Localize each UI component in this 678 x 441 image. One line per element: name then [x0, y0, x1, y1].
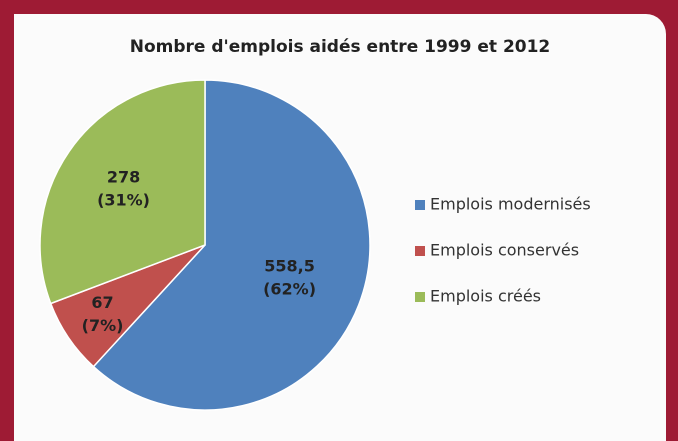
pie-slice: [39, 79, 206, 305]
legend-label: Emplois conservés: [430, 241, 579, 260]
data-label-percent: (31%): [97, 190, 150, 209]
data-label: 278: [107, 167, 140, 186]
legend-label: Emplois créés: [430, 287, 541, 306]
data-label: 558,5: [264, 256, 315, 275]
legend-swatch: [415, 246, 425, 256]
data-label: 67: [91, 293, 113, 312]
chart-title: Nombre d'emplois aidés entre 1999 et 201…: [130, 37, 551, 57]
data-label-percent: (62%): [263, 279, 316, 298]
legend-swatch: [415, 200, 425, 210]
legend-swatch: [415, 292, 425, 302]
data-label-percent: (7%): [82, 316, 124, 335]
pie-slice: [92, 79, 371, 411]
legend-label: Emplois modernisés: [430, 195, 591, 214]
